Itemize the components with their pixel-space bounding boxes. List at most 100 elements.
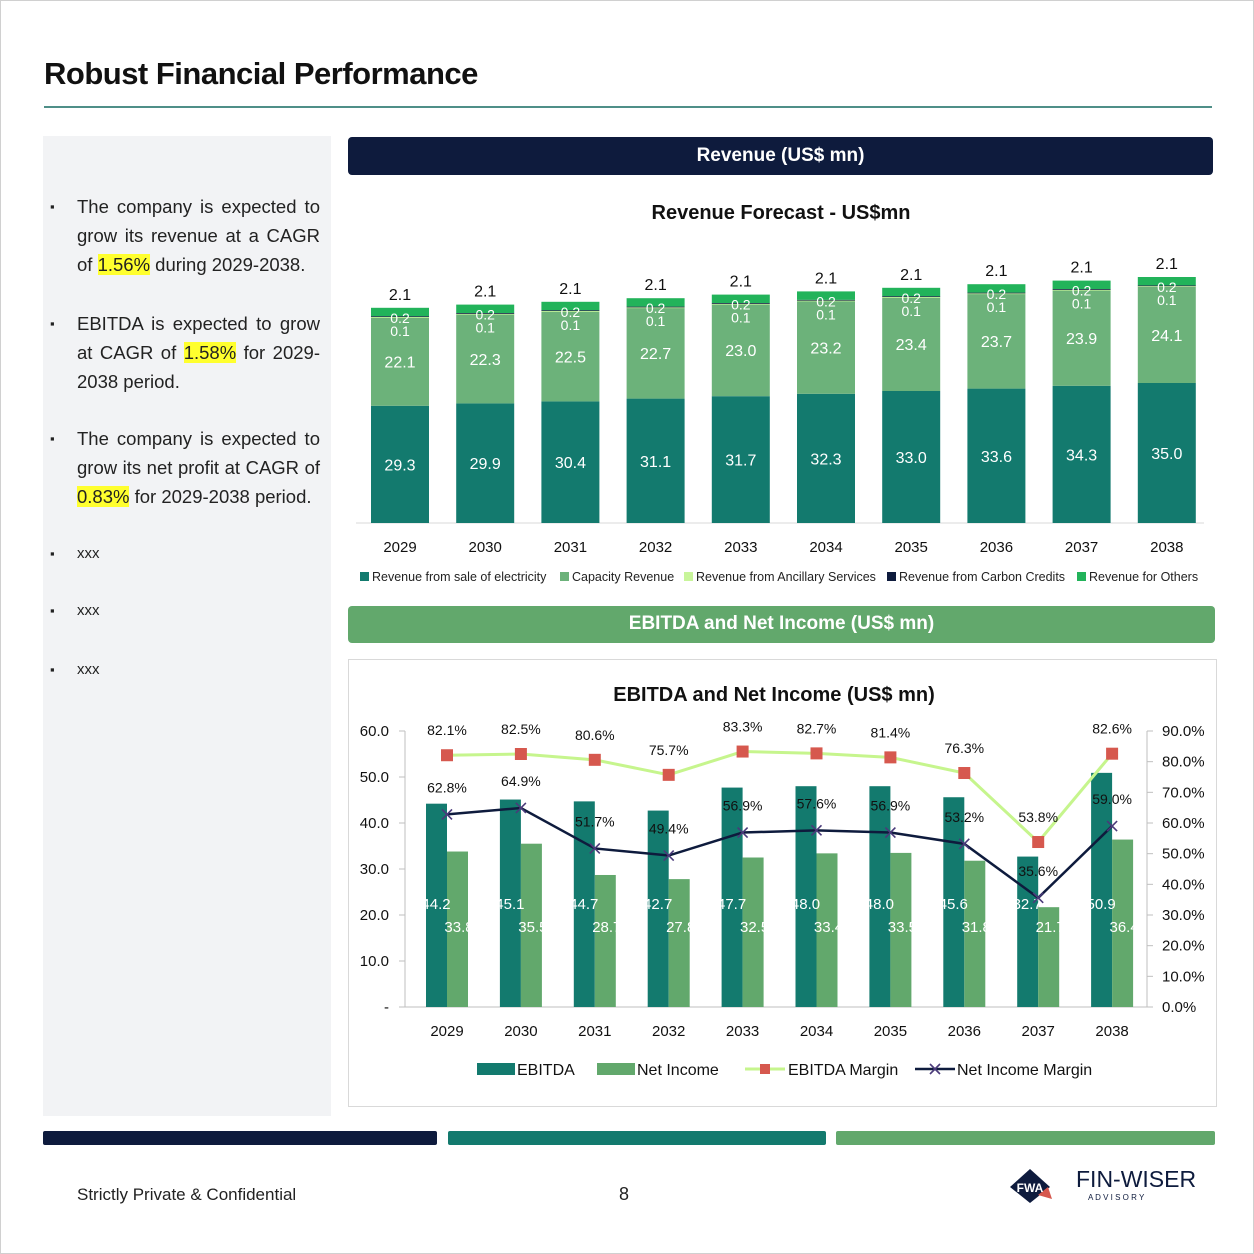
net-income-value-label: 32.5 <box>740 919 769 936</box>
net-income-margin-label: 35.6% <box>1018 863 1058 879</box>
data-label: 0.1 <box>646 313 666 329</box>
data-label: 2.1 <box>1070 260 1092 277</box>
revenue-bar-segment <box>456 304 515 313</box>
revenue-bar-segment <box>1137 286 1196 383</box>
ebitda-bar <box>795 786 817 1007</box>
legend-label: Revenue for Others <box>1089 570 1198 584</box>
chart-title: Revenue Forecast - US$mn <box>652 202 911 224</box>
legend-swatch <box>597 1063 635 1075</box>
ebitda-section-banner: EBITDA and Net Income (US$ mn) <box>348 606 1215 643</box>
revenue-bar-segment <box>967 293 1026 295</box>
revenue-bar-segment <box>882 391 941 523</box>
ebitda-bar <box>943 797 965 1007</box>
revenue-bar-segment <box>1137 285 1196 287</box>
page-number: 8 <box>619 1184 630 1204</box>
net-income-value-label: 35.5 <box>518 919 547 936</box>
y-left-tick-label: 50.0 <box>360 769 389 786</box>
ebitda-margin-marker <box>588 753 601 766</box>
ebitda-bar <box>1091 772 1113 1007</box>
footer-strip-green <box>836 1131 1215 1145</box>
net-income-margin-marker <box>958 838 970 850</box>
commentary-panel: The company is expected to grow its reve… <box>43 136 331 1116</box>
y-left-tick-label: 30.0 <box>360 861 389 878</box>
x-tick-label: 2033 <box>724 539 757 556</box>
ebitda-margin-label: 80.6% <box>575 727 615 743</box>
net-income-bar <box>890 852 912 1007</box>
revenue-bar-segment <box>711 294 770 303</box>
ebitda-margin-marker <box>1032 836 1045 849</box>
ebitda-margin-marker <box>441 749 453 762</box>
revenue-bar-segment <box>541 311 600 312</box>
ebitda-bar <box>869 786 891 1007</box>
x-tick-label: 2031 <box>554 539 587 556</box>
ebitda-value-label: 45.6 <box>939 896 968 913</box>
revenue-bar-segment <box>797 299 855 301</box>
ebitda-margin-marker <box>884 751 897 764</box>
data-label: 31.1 <box>640 454 671 471</box>
revenue-bar-segment <box>456 313 515 315</box>
legend-swatch <box>887 572 896 581</box>
confidentiality-note: Strictly Private & Confidential <box>77 1185 297 1204</box>
revenue-bar-segment <box>711 396 770 523</box>
revenue-bar-segment <box>797 300 855 302</box>
x-tick-label: 2030 <box>469 539 502 556</box>
data-label: 2.1 <box>815 270 837 287</box>
net-income-value-label: 33.8 <box>444 919 473 936</box>
data-label: 0.1 <box>731 310 751 326</box>
data-label: 34.3 <box>1066 447 1097 464</box>
net-income-bar <box>668 879 690 1007</box>
revenue-bar-segment <box>371 317 429 406</box>
chart-title: EBITDA and Net Income (US$ mn) <box>613 684 935 706</box>
data-label: 22.7 <box>640 346 671 363</box>
revenue-forecast-chart: Revenue Forecast - US$mn29.322.10.10.22.… <box>356 202 1204 584</box>
y-right-tick-label: 90.0% <box>1162 723 1205 740</box>
net-income-margin-marker <box>515 802 527 814</box>
y-right-tick-label: 70.0% <box>1162 784 1205 801</box>
ebitda-value-label: 32.7 <box>1013 896 1042 913</box>
net-income-bar <box>447 851 468 1007</box>
net-income-margin-marker <box>441 808 453 820</box>
revenue-bar-segment <box>882 287 941 297</box>
ebitda-chart-box: EBITDA and Net Income (US$ mn) - 10.0 20.0 3… <box>348 659 1217 1107</box>
net-income-value-label: 33.5 <box>888 919 917 936</box>
data-label: 0.2 <box>1072 283 1092 299</box>
bullet-placeholder: xxx <box>50 655 320 684</box>
data-label: 23.4 <box>896 337 927 354</box>
revenue-bar-segment <box>967 293 1026 389</box>
data-label: 0.2 <box>901 290 921 306</box>
ebitda-margin-label: 82.7% <box>797 720 837 736</box>
legend-swatch <box>1077 572 1086 581</box>
data-label: 23.7 <box>981 334 1012 351</box>
ebitda-margin-marker <box>1106 747 1119 760</box>
data-label: 0.2 <box>987 286 1007 302</box>
net-income-margin-label: 59.0% <box>1092 791 1132 807</box>
data-label: 2.1 <box>900 267 922 284</box>
bullet-text: The company is expected to grow its net … <box>77 428 320 478</box>
highlight-value: 1.56% <box>97 254 151 275</box>
net-income-margin-label: 57.6% <box>797 795 837 811</box>
ebitda-margin-label: 83.3% <box>723 719 763 735</box>
data-label: 23.0 <box>725 343 756 360</box>
revenue-bar-segment <box>1052 290 1111 386</box>
y-right-tick-label: 40.0% <box>1162 876 1205 893</box>
revenue-bar-segment <box>882 297 941 391</box>
legend-swatch <box>560 572 569 581</box>
legend-label: EBITDA <box>517 1062 575 1079</box>
y-right-tick-label: 60.0% <box>1162 815 1205 832</box>
revenue-bar-segment <box>371 316 429 317</box>
ebitda-margin-label: 76.3% <box>944 740 984 756</box>
y-right-tick-label: 20.0% <box>1162 938 1205 955</box>
bullet-placeholder: xxx <box>50 539 320 568</box>
ebitda-value-label: 45.1 <box>495 896 524 913</box>
revenue-bar-segment <box>711 304 770 397</box>
data-label: 23.2 <box>810 340 841 357</box>
revenue-bar-segment <box>541 311 600 402</box>
data-label: 0.1 <box>475 320 495 336</box>
revenue-bar-segment <box>711 303 770 304</box>
net-income-margin-label: 56.9% <box>871 798 911 814</box>
net-income-margin-label: 56.9% <box>723 798 763 814</box>
data-label: 32.3 <box>810 451 841 468</box>
revenue-bar-segment <box>967 388 1026 523</box>
bullet-ebitda-cagr: EBITDA is expected to grow at CAGR of 1.… <box>50 309 320 396</box>
legend-label: Net Income Margin <box>957 1062 1092 1079</box>
